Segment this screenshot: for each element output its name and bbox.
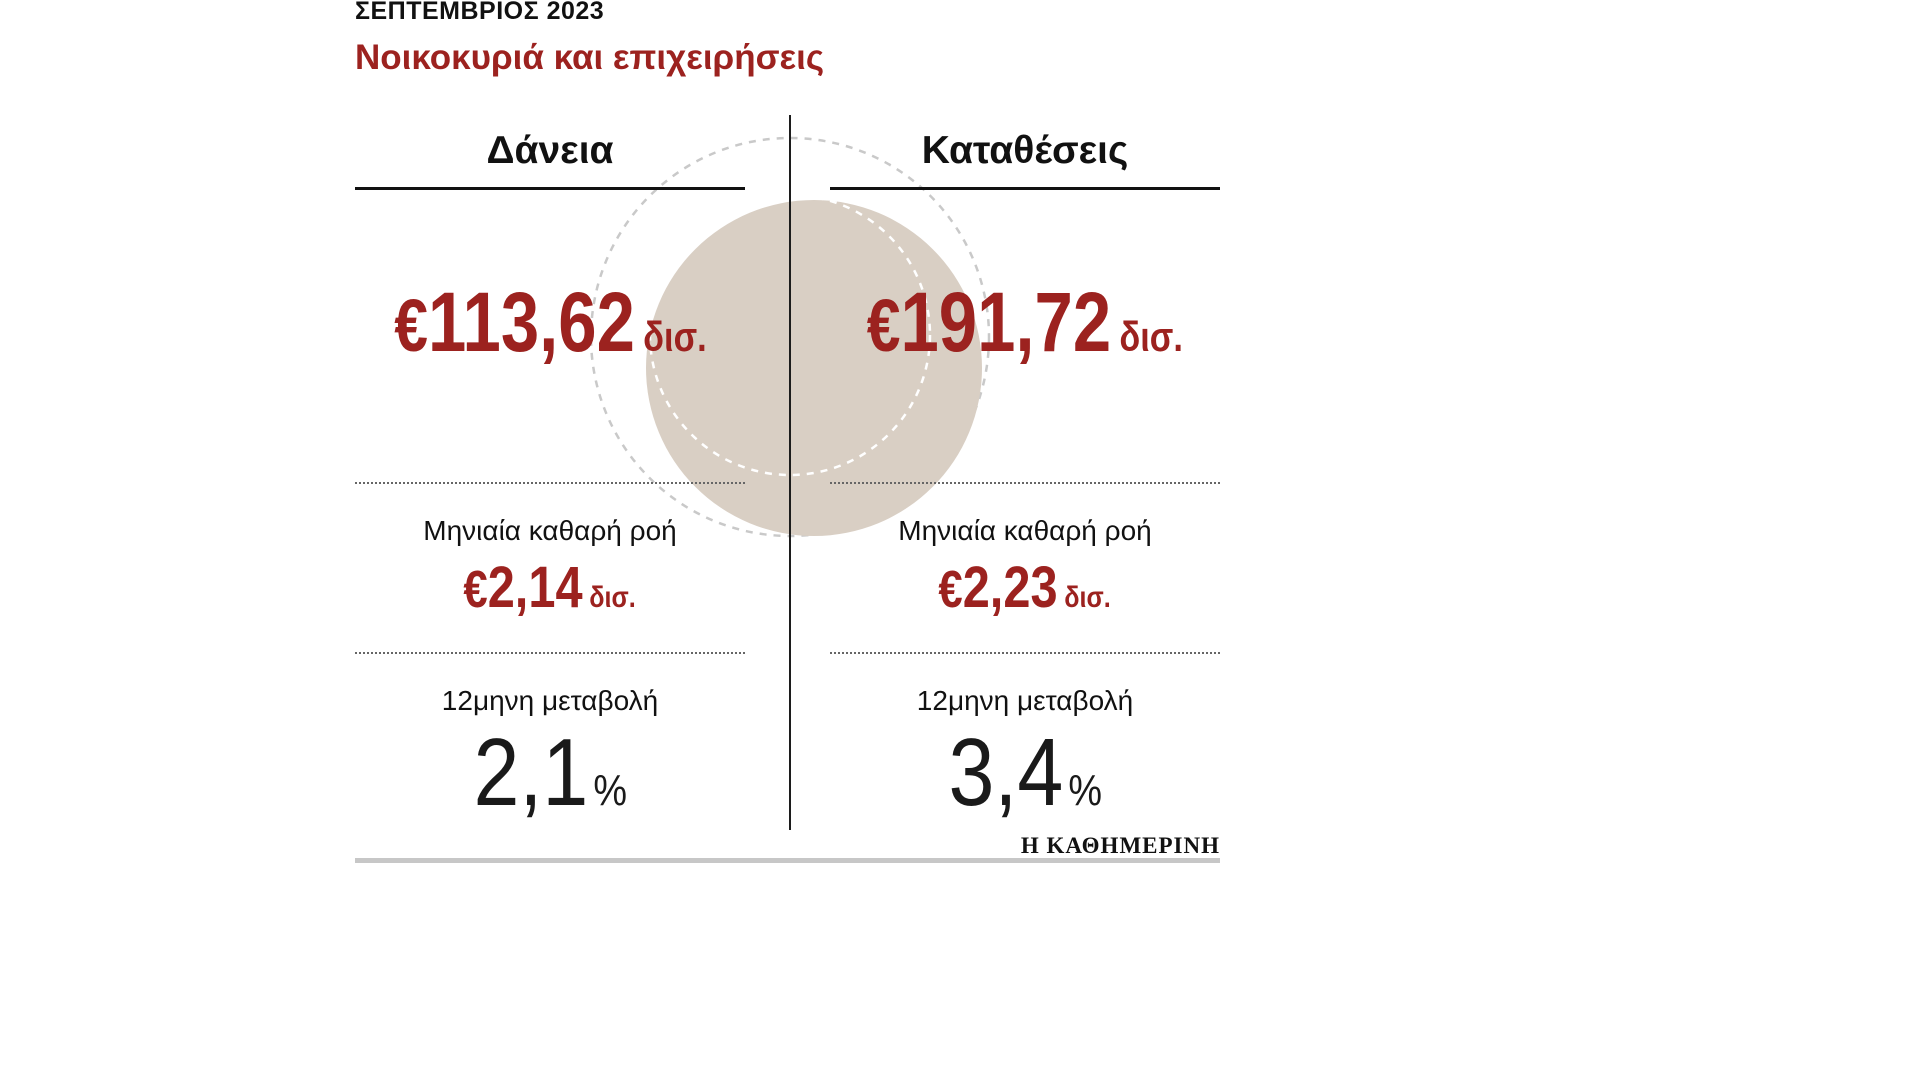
brand-logo: Η ΚΑΘΗΜΕΡΙΝΗ: [1006, 833, 1220, 858]
euro-symbol: €: [393, 284, 428, 367]
vertical-divider: [789, 115, 791, 830]
deposits-change-group: 3,4%: [948, 720, 1102, 853]
euro-symbol: €: [938, 561, 964, 619]
brand-row: Η ΚΑΘΗΜΕΡΙΝΗ: [355, 833, 1220, 859]
loans-change-label: 12μηνη μεταβολή: [441, 685, 659, 716]
kicker-date: ΣΕΠΤΕΜΒΡΙΟΣ 2023: [355, 0, 605, 25]
deposits-flow-label: Μηνιαία καθαρή ροή: [898, 515, 1152, 546]
page-title: Νοικοκυριά και επιχειρήσεις: [355, 38, 825, 77]
percent-symbol: %: [1068, 766, 1102, 815]
deposits-change-value: 3,4: [948, 719, 1063, 826]
dotted-divider: [355, 652, 745, 654]
loans-change-value: 2,1: [473, 719, 588, 826]
loans-flow-group: €2,14 δισ.: [464, 553, 636, 638]
deposits-change: 3,4%: [830, 720, 1220, 825]
dotted-divider: [830, 482, 1220, 484]
deposits-balance-value: 191,72: [900, 275, 1112, 369]
loans-balance-unit: δισ.: [642, 313, 707, 360]
loans-flow-label: Μηνιαία καθαρή ροή: [423, 515, 677, 546]
deposits-flow-value: 2,23: [963, 555, 1058, 620]
loans-balance: €113,62 δισ.: [355, 270, 745, 375]
deposits-flow-group: €2,23 δισ.: [939, 553, 1111, 638]
deposits-balance-unit: δισ.: [1119, 313, 1184, 360]
dotted-divider: [355, 482, 745, 484]
loans-flow: €2,14 δισ.: [355, 553, 745, 623]
deposits-change-label: 12μηνη μεταβολή: [916, 685, 1134, 716]
deposits-balance: €191,72 δισ.: [830, 270, 1220, 375]
loans-balance-group: €113,62 δισ.: [394, 270, 706, 399]
loans-change: 2,1%: [355, 720, 745, 825]
deposits-balance-group: €191,72 δισ.: [867, 270, 1183, 399]
loans-flow-value: 2,14: [488, 555, 583, 620]
loans-balance-value: 113,62: [427, 275, 635, 369]
beige-circle: [646, 200, 982, 536]
loans-column-title: Δάνεια: [355, 129, 745, 190]
deposits-column-title: Καταθέσεις: [830, 129, 1220, 190]
euro-symbol: €: [463, 561, 489, 619]
footer-rule: [355, 858, 1220, 863]
percent-symbol: %: [593, 766, 627, 815]
loans-change-group: 2,1%: [473, 720, 627, 853]
loans-flow-unit: δισ.: [589, 581, 637, 614]
euro-symbol: €: [866, 284, 901, 367]
dotted-divider: [830, 652, 1220, 654]
deposits-flow-unit: δισ.: [1064, 581, 1112, 614]
deposits-flow: €2,23 δισ.: [830, 553, 1220, 623]
